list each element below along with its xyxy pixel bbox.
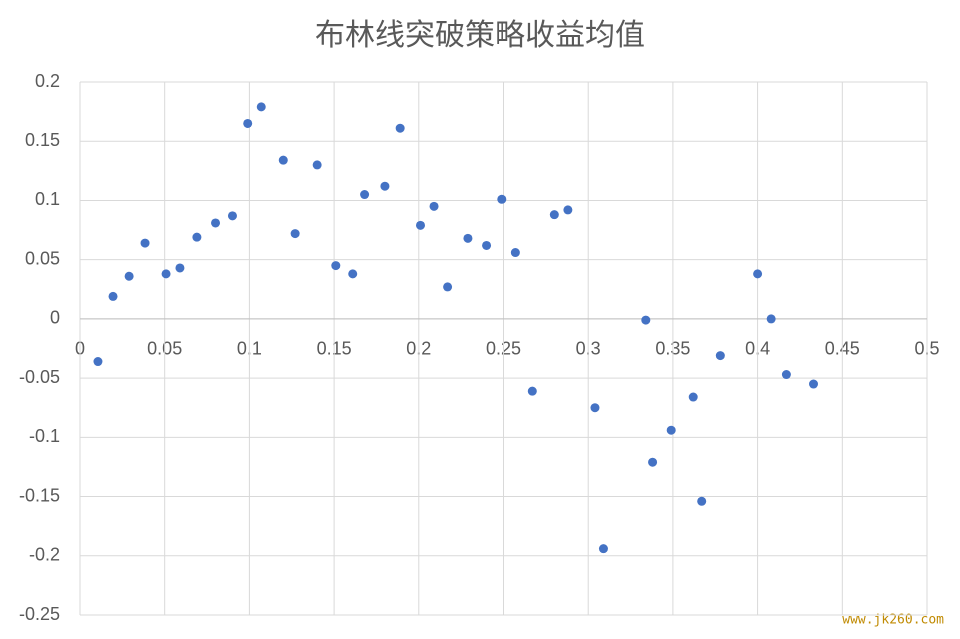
point xyxy=(93,357,103,367)
y-tick-label: -0.2 xyxy=(29,545,60,565)
y-tick-label: 0 xyxy=(50,308,60,328)
y-tick-label: -0.15 xyxy=(19,485,60,505)
point xyxy=(497,194,507,204)
chart-title: 布林线突破策略收益均值 xyxy=(315,19,645,52)
point xyxy=(243,118,253,128)
point xyxy=(781,370,791,380)
point xyxy=(348,269,358,279)
point xyxy=(809,379,819,389)
point xyxy=(192,232,202,242)
point xyxy=(278,155,288,165)
y-tick-label: -0.25 xyxy=(19,604,60,624)
point xyxy=(429,201,439,211)
point xyxy=(753,269,763,279)
point xyxy=(256,102,266,112)
point xyxy=(766,314,776,324)
point xyxy=(211,218,221,228)
point xyxy=(175,263,185,273)
y-tick-label: 0.2 xyxy=(35,71,60,91)
point xyxy=(108,291,118,301)
point xyxy=(312,160,322,170)
y-tick-label: -0.05 xyxy=(19,367,60,387)
point xyxy=(598,544,608,554)
point xyxy=(395,123,405,133)
point xyxy=(648,457,658,467)
point xyxy=(380,181,390,191)
point xyxy=(697,496,707,506)
point xyxy=(161,269,171,279)
y-tick-label: 0.05 xyxy=(25,248,60,268)
point xyxy=(688,392,698,402)
point xyxy=(140,238,150,248)
point xyxy=(227,211,237,221)
point xyxy=(666,425,676,435)
point xyxy=(463,233,473,243)
point xyxy=(443,282,453,292)
y-tick-label: 0.15 xyxy=(25,130,60,150)
y-tick-label: -0.1 xyxy=(29,426,60,446)
point xyxy=(415,220,425,230)
point xyxy=(549,210,559,220)
point xyxy=(290,229,300,239)
point xyxy=(527,386,537,396)
point xyxy=(641,315,651,325)
watermark: www.jk260.com xyxy=(842,613,944,628)
point xyxy=(590,403,600,413)
y-tick-label: 0.1 xyxy=(35,189,60,209)
point xyxy=(482,240,492,250)
point xyxy=(715,351,725,361)
point xyxy=(124,271,134,281)
point xyxy=(360,190,370,200)
point xyxy=(510,248,520,258)
point xyxy=(563,205,573,215)
point xyxy=(331,261,341,271)
